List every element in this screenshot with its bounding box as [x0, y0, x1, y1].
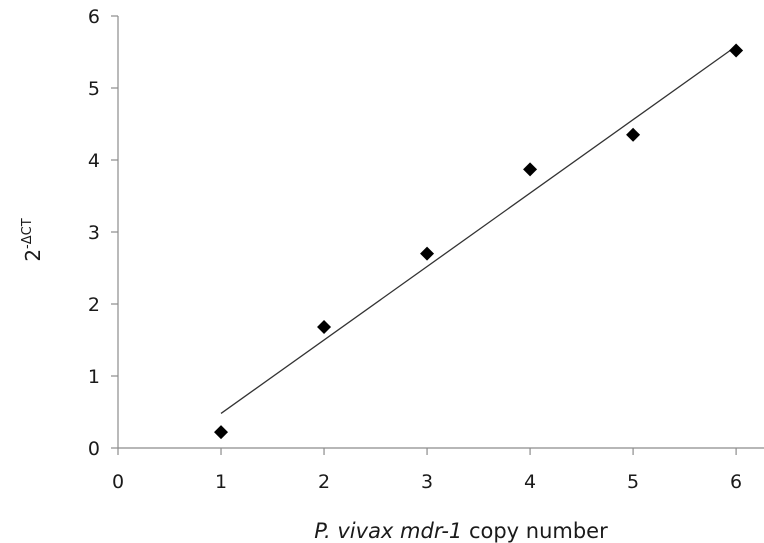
x-tick-label: 0 — [112, 471, 124, 493]
data-point-4 — [523, 162, 538, 177]
data-point-6 — [729, 43, 744, 58]
x-tick-label: 3 — [421, 471, 433, 493]
y-axis-title: 2-ΔCT — [20, 218, 45, 261]
y-axis-title-superscript: -ΔCT — [20, 218, 35, 249]
x-axis-title-part: P. vivax — [314, 519, 394, 543]
trendline — [220, 45, 737, 414]
x-tick-label: 4 — [524, 471, 536, 493]
y-tick-label: 0 — [88, 438, 100, 460]
axes: 0 1 2 3 4 5 6 0 1 2 3 4 5 6 — [88, 6, 764, 493]
data-point-3 — [420, 246, 435, 261]
y-tick-label: 5 — [88, 78, 100, 100]
x-tick-label: 1 — [215, 471, 227, 493]
data-point-1 — [214, 425, 229, 440]
y-tick-label: 2 — [88, 294, 100, 316]
data-point-2 — [317, 320, 332, 335]
data-points — [214, 43, 744, 440]
data-point-5 — [626, 127, 641, 142]
x-axis-title: P. vivax mdr-1 copy number — [314, 519, 608, 543]
y-tick-label: 4 — [88, 150, 100, 172]
y-tick-label: 6 — [88, 6, 100, 28]
y-tick-label: 1 — [88, 366, 100, 388]
y-axis-title-base: 2 — [21, 249, 45, 262]
x-tick-label: 6 — [730, 471, 742, 493]
x-axis-title-part: copy number — [462, 519, 608, 543]
trendline-group — [220, 45, 737, 414]
x-tick-label: 2 — [318, 471, 330, 493]
y-tick-label: 3 — [88, 222, 100, 244]
x-axis-title-part: mdr-1 — [400, 519, 462, 543]
x-axis-title-part — [393, 519, 400, 543]
x-tick-label: 5 — [627, 471, 639, 493]
